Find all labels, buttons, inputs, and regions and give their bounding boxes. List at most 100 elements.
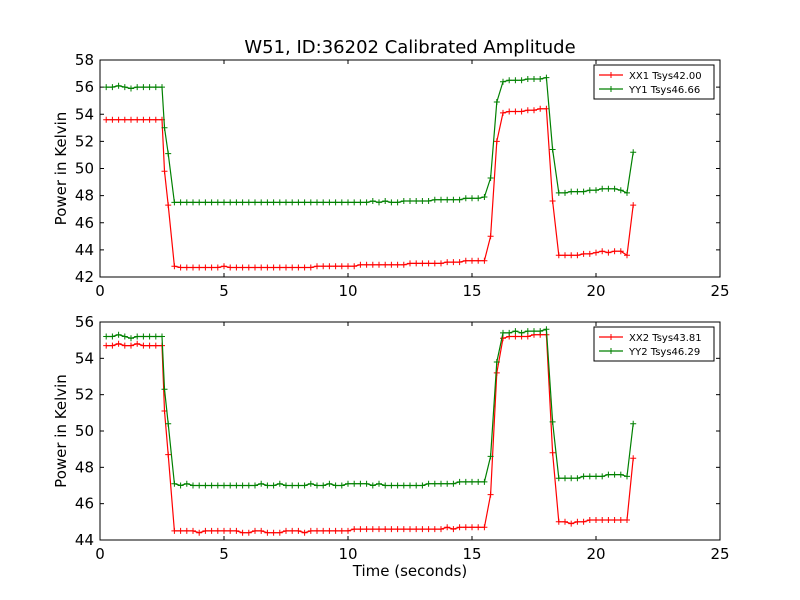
top-series-1-point (214, 264, 221, 271)
top-x-tick-label: 15 (462, 282, 481, 300)
top-series-1-point (481, 257, 488, 264)
bottom-series-2-point (400, 482, 407, 489)
top-series-1-point (487, 233, 494, 240)
top-series-1-point (475, 257, 482, 264)
bottom-series-2-point (469, 478, 475, 485)
bottom-series-2-point (543, 326, 550, 333)
top-series-1-point (580, 250, 587, 257)
top-series-1-point (500, 109, 506, 116)
bottom-y-tick-label: 48 (75, 458, 94, 476)
bottom-series-2-point (537, 328, 544, 335)
top-y-tick-label: 54 (75, 105, 94, 123)
top-series-1-point (394, 261, 401, 268)
bottom-series-1-point (171, 527, 178, 534)
bottom-series-2-point (481, 478, 488, 485)
bottom-series-1-point (444, 524, 451, 531)
top-series-2-point (152, 84, 159, 91)
top-series-2-point (103, 84, 110, 91)
bottom-series-2-point (555, 475, 562, 482)
top-series-1-point (183, 264, 190, 271)
bottom-series-1-point (382, 526, 389, 533)
bottom-series-2-point (531, 328, 537, 335)
bottom-series-2-point (574, 475, 581, 482)
bottom-series-2-point (524, 328, 531, 335)
bottom-series-2-point (314, 482, 320, 489)
top-series-1-point (617, 248, 624, 255)
top-series-2-point (537, 76, 544, 82)
bottom-series-1-point (599, 517, 606, 523)
bottom-series-1-point (487, 491, 494, 498)
bottom-series-1-point (524, 333, 531, 340)
bottom-series-2-point (134, 333, 141, 340)
bottom-series-1-point (611, 517, 618, 523)
bottom-series-1-point (196, 529, 203, 536)
top-series-1-point (518, 108, 525, 115)
top-series-2-point (382, 198, 389, 204)
bottom-series-2-point (438, 480, 444, 487)
top-series-1-point (413, 260, 420, 267)
bottom-series-1-point (481, 524, 488, 531)
top-series-2-point (320, 199, 327, 206)
bottom-series-2-point (301, 482, 308, 489)
top-series-2-point (134, 84, 141, 91)
bottom-series-1-point (549, 449, 556, 456)
top-series-1-point (128, 116, 134, 123)
bottom-series-1-point (345, 527, 351, 534)
bottom-series-2-point (227, 482, 234, 489)
top-series-2-point (599, 185, 606, 192)
top-series-1-point (233, 264, 240, 271)
top-legend (593, 64, 715, 100)
bottom-series-1-point (190, 527, 196, 534)
top-x-tick-label: 5 (219, 282, 229, 300)
top-series-2-point (419, 198, 426, 204)
bottom-series-2-point (462, 478, 469, 485)
top-series-2-point (431, 196, 438, 203)
top-series-2-point (493, 99, 500, 105)
bottom-series-1-point (580, 518, 587, 525)
bottom-series-2-point (152, 333, 159, 340)
bottom-y-tick-label: 44 (75, 531, 94, 549)
bottom-series-2-point (221, 482, 227, 489)
bottom-series-1-point (270, 529, 277, 536)
bottom-y-tick-label: 46 (75, 495, 94, 513)
top-series-1-point (462, 257, 469, 264)
top-series-1-point (444, 259, 451, 266)
top-series-1-point (161, 168, 168, 175)
top-series-1-point (134, 116, 141, 123)
bottom-series-1-point (152, 342, 159, 349)
bottom-series-1-point (233, 527, 240, 534)
top-series-2-point (239, 199, 246, 206)
top-series-1-point (599, 248, 606, 255)
top-y-tick-label: 42 (75, 268, 94, 286)
top-series-1-point (276, 264, 283, 271)
top-series-1-point (177, 264, 184, 271)
top-y-tick-label: 44 (75, 241, 94, 259)
top-series-2-point (450, 196, 457, 203)
bottom-y-tick-label: 52 (75, 386, 94, 404)
top-series-2-point (283, 199, 289, 206)
top-series-1-point (301, 264, 308, 271)
top-series-1-point (314, 263, 320, 270)
top-series-2-point (196, 199, 203, 206)
top-series-2-point (624, 189, 630, 196)
bottom-series-2-point (295, 482, 302, 489)
top-legend-marker-2 (608, 86, 614, 92)
bottom-series-2-point (276, 480, 283, 487)
bottom-series-1-point (177, 527, 184, 534)
top-series-2-point (400, 198, 407, 204)
top-series-1-point (531, 107, 537, 114)
top-series-1-point (264, 264, 271, 271)
top-series-2-point (512, 77, 519, 84)
top-series-2-point (245, 199, 252, 206)
top-series-1-point (438, 260, 444, 267)
bottom-series-1-point (289, 527, 296, 534)
top-series-1-point (593, 249, 599, 256)
bottom-series-2-point (611, 471, 618, 478)
bottom-series-1-point (332, 527, 339, 534)
top-series-1-point (611, 248, 618, 255)
bottom-series-1-point (456, 524, 463, 531)
top-series-2-point (190, 199, 196, 206)
top-series-1-point (450, 259, 457, 266)
top-series-1-point (363, 261, 370, 268)
top-series-1-point (388, 261, 395, 268)
